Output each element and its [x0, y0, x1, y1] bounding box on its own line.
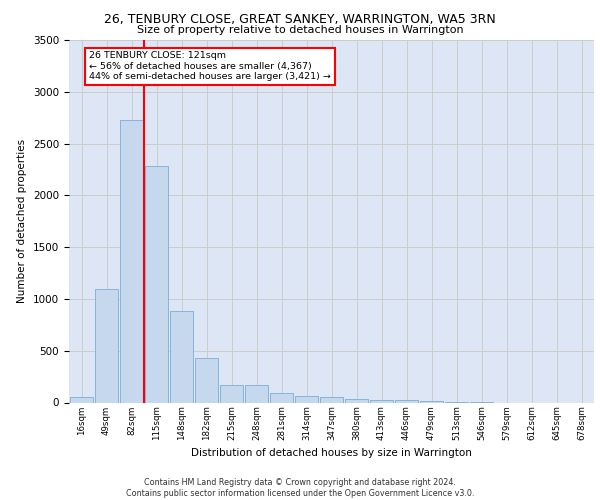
- Bar: [145, 166, 169, 402]
- Text: Size of property relative to detached houses in Warrington: Size of property relative to detached ho…: [137, 25, 463, 35]
- Text: 26 TENBURY CLOSE: 121sqm
← 56% of detached houses are smaller (4,367)
44% of sem: 26 TENBURY CLOSE: 121sqm ← 56% of detach…: [89, 52, 331, 81]
- Bar: [245, 386, 268, 402]
- Bar: [170, 312, 193, 402]
- Text: 26, TENBURY CLOSE, GREAT SANKEY, WARRINGTON, WA5 3RN: 26, TENBURY CLOSE, GREAT SANKEY, WARRING…: [104, 12, 496, 26]
- Bar: [395, 400, 418, 402]
- Bar: [269, 393, 293, 402]
- Bar: [295, 396, 319, 402]
- Bar: [119, 120, 143, 403]
- Text: Contains HM Land Registry data © Crown copyright and database right 2024.
Contai: Contains HM Land Registry data © Crown c…: [126, 478, 474, 498]
- Y-axis label: Number of detached properties: Number of detached properties: [17, 139, 28, 304]
- Bar: [70, 397, 94, 402]
- Bar: [194, 358, 218, 403]
- Bar: [370, 400, 394, 402]
- Bar: [320, 397, 343, 402]
- Bar: [95, 288, 118, 403]
- Bar: [344, 400, 368, 402]
- X-axis label: Distribution of detached houses by size in Warrington: Distribution of detached houses by size …: [191, 448, 472, 458]
- Bar: [220, 385, 244, 402]
